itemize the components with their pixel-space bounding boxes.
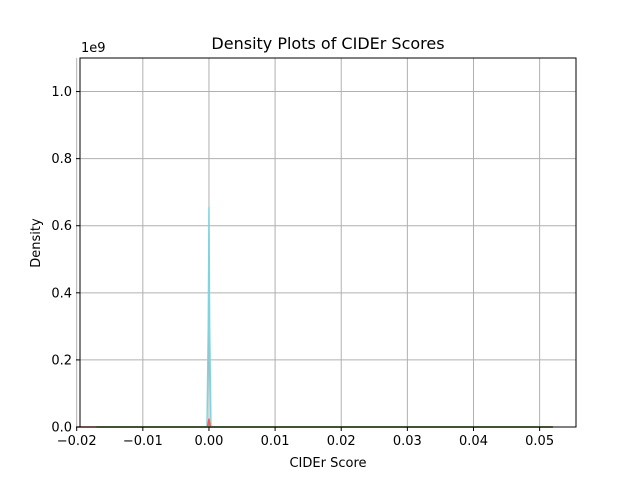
density-series-line-2: [76, 418, 553, 428]
y-axis-ticks: 0.0 0.2 0.4 0.6 0.8 1.0: [51, 85, 80, 436]
y-tick-label: 0.6: [51, 219, 72, 234]
grid-lines: [76, 58, 576, 428]
y-tick-label: 1.0: [51, 85, 72, 100]
y-tick-label: 0.8: [51, 152, 72, 167]
plot-frame: [79, 57, 577, 428]
x-axis-label: CIDEr Score: [289, 456, 366, 471]
x-tick-label: −0.01: [123, 434, 163, 449]
y-offset-label: 1e9: [81, 41, 106, 56]
density-series-line-1: [76, 207, 553, 428]
y-tick-label: 0.2: [51, 353, 72, 368]
x-tick-label: 0.04: [459, 434, 488, 449]
x-tick-label: 0.00: [194, 434, 223, 449]
x-tick-label: 0.01: [261, 434, 290, 449]
x-tick-label: 0.02: [327, 434, 356, 449]
chart-title: Density Plots of CIDEr Scores: [211, 34, 444, 53]
y-tick-label: 0.4: [51, 286, 72, 301]
x-tick-label: 0.05: [525, 434, 554, 449]
x-tick-label: −0.02: [57, 434, 97, 449]
x-tick-label: 0.03: [393, 434, 422, 449]
y-axis-label: Density: [29, 218, 44, 268]
series-layer: [76, 207, 553, 428]
y-tick-label: 0.0: [51, 421, 72, 436]
x-axis-ticks: −0.02 −0.01 0.00 0.01 0.02 0.03 0.04 0.05: [57, 427, 554, 449]
